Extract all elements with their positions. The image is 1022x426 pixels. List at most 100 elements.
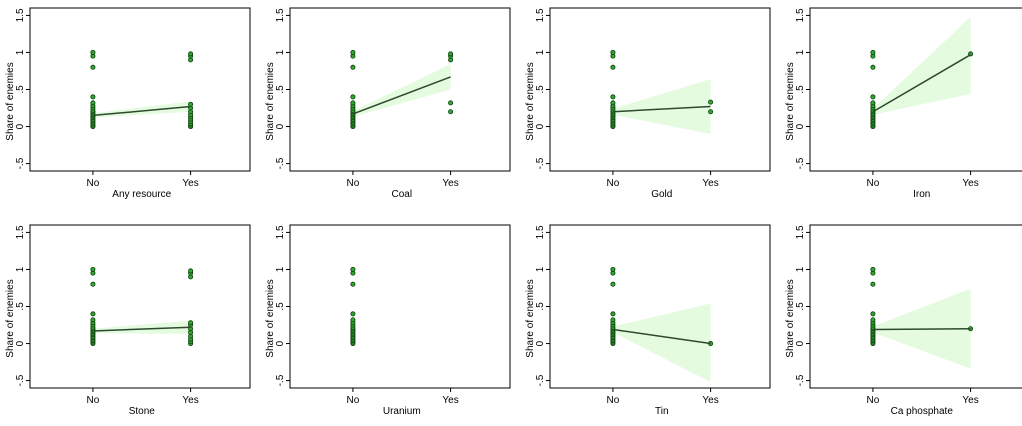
data-point-no xyxy=(350,311,356,317)
fit-line xyxy=(612,328,711,345)
y-tick-label: .5 xyxy=(535,302,546,311)
y-tick-label: 0 xyxy=(795,340,806,346)
x-tick-label-no: No xyxy=(87,178,100,189)
y-tick-label: -.5 xyxy=(795,374,806,386)
data-point-no xyxy=(90,281,96,287)
data-point-no xyxy=(870,317,876,323)
y-tick-label: 0 xyxy=(535,123,546,129)
data-point-yes xyxy=(188,101,194,107)
y-tick-label: -.5 xyxy=(795,157,806,169)
data-point-no xyxy=(350,100,356,106)
x-tick-label-yes: Yes xyxy=(962,178,978,189)
y-tick-label: .5 xyxy=(795,85,806,94)
y-tick-label: 1 xyxy=(795,266,806,272)
y-axis-title: Share of enemies xyxy=(265,62,276,140)
y-tick-label: 0 xyxy=(15,340,26,346)
y-tick-label: -.5 xyxy=(275,374,286,386)
fit-line xyxy=(92,105,191,117)
data-point-no xyxy=(90,94,96,100)
data-point-no xyxy=(350,94,356,100)
data-point-no xyxy=(350,281,356,287)
chart-panel-ca-phosphate: -.5 0 .5 1 1.5 Share of enemies No Yes Ca phosph… xyxy=(780,217,1022,426)
data-point-no xyxy=(870,64,876,70)
chart-stone: -.5 0 .5 1 1.5 Share of enemies No Yes Stone xyxy=(5,224,251,417)
y-axis-title: Share of enemies xyxy=(785,279,796,357)
confidence-band xyxy=(352,64,451,117)
x-tick-label-no: No xyxy=(347,178,360,189)
data-point-no xyxy=(610,266,616,272)
data-point-no xyxy=(90,49,96,55)
data-point-no xyxy=(610,281,616,287)
data-point-yes xyxy=(708,99,714,105)
data-point-yes xyxy=(448,100,454,106)
data-point-no xyxy=(90,64,96,70)
y-tick-label: 1.5 xyxy=(275,225,286,239)
data-point-no xyxy=(610,64,616,70)
fit-line xyxy=(352,76,451,115)
y-tick-label: 1.5 xyxy=(275,8,286,22)
x-axis-title: Ca phosphate xyxy=(891,406,954,417)
data-point-no xyxy=(90,317,96,323)
y-tick-label: 1.5 xyxy=(795,8,806,22)
y-tick-label: -.5 xyxy=(535,157,546,169)
fit-line xyxy=(872,327,971,331)
chart-tin: -.5 0 .5 1 1.5 Share of enemies No Yes Tin xyxy=(525,224,771,417)
data-point-yes xyxy=(188,51,194,57)
x-tick-label-yes: Yes xyxy=(182,395,198,406)
x-tick-label-yes: Yes xyxy=(702,178,718,189)
y-tick-label: 1 xyxy=(795,49,806,55)
chart-panel-gold: -.5 0 .5 1 1.5 Share of enemies No Yes Gold xyxy=(520,0,775,209)
y-axis-title: Share of enemies xyxy=(5,279,16,357)
data-point-no xyxy=(610,100,616,106)
data-point-no xyxy=(870,311,876,317)
confidence-band xyxy=(612,303,711,383)
x-tick-label-no: No xyxy=(867,178,880,189)
data-point-no xyxy=(90,311,96,317)
x-tick-label-no: No xyxy=(347,395,360,406)
y-tick-label: 1 xyxy=(535,266,546,272)
chart-panel-iron: -.5 0 .5 1 1.5 Share of enemies No Yes Iron xyxy=(780,0,1022,209)
data-point-no xyxy=(90,266,96,272)
confidence-band xyxy=(872,16,971,115)
plot-frame xyxy=(549,224,771,389)
data-point-yes xyxy=(708,109,714,115)
y-tick-label: -.5 xyxy=(535,374,546,386)
x-axis-title: Coal xyxy=(391,189,412,200)
x-axis-title: Iron xyxy=(913,189,930,200)
x-tick-label-no: No xyxy=(607,178,620,189)
y-tick-label: 0 xyxy=(535,340,546,346)
fit-line xyxy=(92,326,191,332)
chart-ca-phosphate: -.5 0 .5 1 1.5 Share of enemies No Yes Ca phosph… xyxy=(785,224,1022,417)
x-tick-label-no: No xyxy=(87,395,100,406)
fit-line xyxy=(872,54,971,113)
plot-frame xyxy=(289,224,511,389)
y-tick-label: .5 xyxy=(795,302,806,311)
data-point-no xyxy=(870,266,876,272)
y-tick-label: 0 xyxy=(275,123,286,129)
x-tick-label-no: No xyxy=(867,395,880,406)
confidence-band xyxy=(612,79,711,134)
y-tick-label: -.5 xyxy=(15,374,26,386)
y-tick-label: -.5 xyxy=(15,157,26,169)
data-point-no xyxy=(870,281,876,287)
plot-frame xyxy=(549,7,771,172)
chart-gold: -.5 0 .5 1 1.5 Share of enemies No Yes Gold xyxy=(525,7,771,200)
data-point-no xyxy=(90,100,96,106)
data-point-yes xyxy=(188,268,194,274)
data-point-no xyxy=(610,49,616,55)
y-tick-label: 1 xyxy=(535,49,546,55)
x-tick-label-yes: Yes xyxy=(442,395,458,406)
y-tick-label: .5 xyxy=(275,302,286,311)
data-point-no xyxy=(350,317,356,323)
y-tick-label: .5 xyxy=(15,302,26,311)
y-tick-label: 1 xyxy=(275,49,286,55)
data-point-no xyxy=(870,49,876,55)
y-tick-label: 0 xyxy=(795,123,806,129)
data-point-no xyxy=(610,311,616,317)
data-point-no xyxy=(350,64,356,70)
data-point-no xyxy=(350,49,356,55)
y-tick-label: .5 xyxy=(535,85,546,94)
data-point-no xyxy=(870,94,876,100)
x-axis-title: Any resource xyxy=(112,189,171,200)
